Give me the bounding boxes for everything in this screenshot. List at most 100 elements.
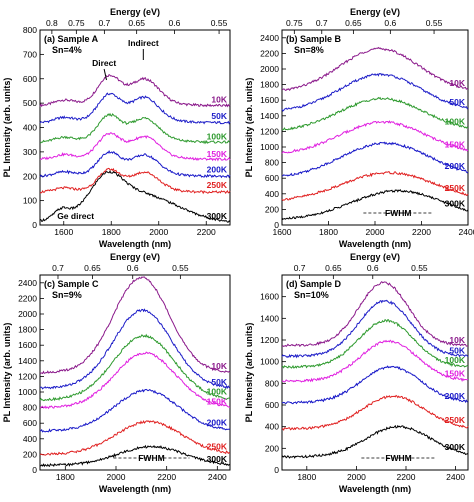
top-tick-label: 0.55 <box>172 263 189 273</box>
series-line-100K <box>39 112 231 145</box>
y-tick-label: 200 <box>265 443 279 453</box>
y-tick-label: 1400 <box>260 111 279 121</box>
series-label-100K: 100K <box>207 131 228 141</box>
top-tick-label: 0.75 <box>68 18 85 28</box>
series-line-10K <box>39 276 231 375</box>
series-label-50K: 50K <box>211 377 227 387</box>
annotation-ge-direct: Ge direct <box>57 211 94 221</box>
y-tick-label: 1200 <box>18 371 37 381</box>
x-axis-title: Wavelength (nm) <box>339 484 411 494</box>
x-tick-label: 2400 <box>208 472 227 482</box>
series-line-250K <box>39 167 231 195</box>
series-label-150K: 150K <box>207 396 228 406</box>
y-tick-label: 2000 <box>260 64 279 74</box>
y-tick-label: 1400 <box>18 356 37 366</box>
top-axis-title: Energy (eV) <box>110 7 160 17</box>
top-tick-label: 0.6 <box>127 263 139 273</box>
panel-label: (b) Sample B <box>286 34 342 44</box>
x-tick-label: 2200 <box>397 472 416 482</box>
series-line-300K <box>39 170 231 223</box>
series-line-250K <box>281 394 469 431</box>
y-tick-label: 1000 <box>260 357 279 367</box>
chart-panel-1: 1600 1800 2000 2200 0 100 200 300 400 500 600 700 80… <box>2 7 231 249</box>
top-tick-label: 0.55 <box>426 18 443 28</box>
series-label-10K: 10K <box>449 335 465 345</box>
top-tick-label: 0.65 <box>84 263 101 273</box>
y-tick-label: 600 <box>265 400 279 410</box>
series-line-10K <box>281 280 468 348</box>
top-tick-label: 0.7 <box>294 263 306 273</box>
y-tick-label: 400 <box>23 434 37 444</box>
annotation-fwhm: FWHM <box>385 208 411 218</box>
annotation-fwhm: FWHM <box>385 453 411 463</box>
top-tick-label: 0.7 <box>98 18 110 28</box>
y-tick-label: 600 <box>23 74 37 84</box>
annotation-fwhm: FWHM <box>138 453 164 463</box>
series-line-50K <box>281 299 469 359</box>
x-tick-label: 1800 <box>56 472 75 482</box>
y-tick-label: 600 <box>265 173 279 183</box>
x-tick-label: 2200 <box>157 472 176 482</box>
series-line-50K <box>281 72 469 112</box>
y-tick-label: 1400 <box>260 313 279 323</box>
x-tick-label: 1800 <box>102 227 121 237</box>
x-tick-label: 2400 <box>459 227 474 237</box>
series-line-200K <box>39 388 231 433</box>
y-tick-label: 300 <box>23 147 37 157</box>
top-tick-label: 0.6 <box>367 263 379 273</box>
series-line-50K <box>39 308 231 390</box>
series-line-10K <box>39 73 231 108</box>
series-line-150K <box>39 132 231 162</box>
top-tick-label: 0.55 <box>211 18 228 28</box>
y-tick-label: 0 <box>32 220 37 230</box>
top-axis-title: Energy (eV) <box>110 252 160 262</box>
series-line-200K <box>39 149 231 179</box>
chart-panel-3: 1800 2000 2200 2400 0 200 400 600 800 1000 1200 140… <box>2 252 231 494</box>
series-label-100K: 100K <box>445 355 466 365</box>
series-label-300K: 300K <box>445 199 466 209</box>
panel-label: (d) Sample D <box>286 279 342 289</box>
y-tick-label: 400 <box>265 422 279 432</box>
series-label-150K: 150K <box>445 139 466 149</box>
series-label-100K: 100K <box>445 116 466 126</box>
series-label-200K: 200K <box>207 418 228 428</box>
series-label-250K: 250K <box>445 183 466 193</box>
series-line-300K <box>281 189 469 220</box>
x-axis-title: Wavelength (nm) <box>99 484 171 494</box>
series-line-50K <box>39 92 231 125</box>
series-label-300K: 300K <box>445 442 466 452</box>
series-label-10K: 10K <box>211 94 227 104</box>
y-tick-label: 0 <box>274 465 279 475</box>
plot-frame <box>39 29 231 226</box>
series-label-10K: 10K <box>449 78 465 88</box>
series-label-300K: 300K <box>207 454 228 464</box>
direct-arrow <box>103 68 107 81</box>
x-tick-label: 2200 <box>197 227 216 237</box>
y-tick-label: 200 <box>265 204 279 214</box>
top-axis-title: Energy (eV) <box>350 252 400 262</box>
series-line-250K <box>39 419 231 456</box>
top-tick-label: 0.7 <box>52 263 64 273</box>
series-line-250K <box>281 171 469 202</box>
y-axis-title: PL Intensity (arb. units) <box>2 78 12 178</box>
series-line-100K <box>281 318 469 369</box>
y-tick-label: 1200 <box>260 335 279 345</box>
y-axis-title: PL Intensity (arb. units) <box>244 78 254 178</box>
y-tick-label: 0 <box>32 465 37 475</box>
y-tick-label: 1000 <box>260 142 279 152</box>
panel-label: (a) Sample A <box>44 34 99 44</box>
plot-frame <box>281 274 469 471</box>
series-line-10K <box>281 46 469 92</box>
series-line-200K <box>281 141 469 177</box>
y-tick-label: 800 <box>265 158 279 168</box>
series-label-50K: 50K <box>449 97 465 107</box>
chart-panel-2: 1600 1800 2000 2200 2400 0 200 400 600 800 1000 120… <box>244 7 474 249</box>
series-label-200K: 200K <box>445 391 466 401</box>
y-tick-label: 2000 <box>18 309 37 319</box>
y-tick-label: 200 <box>23 171 37 181</box>
top-tick-label: 0.65 <box>128 18 145 28</box>
x-tick-label: 1600 <box>273 227 292 237</box>
top-axis-title: Energy (eV) <box>350 7 400 17</box>
top-tick-label: 0.75 <box>286 18 303 28</box>
